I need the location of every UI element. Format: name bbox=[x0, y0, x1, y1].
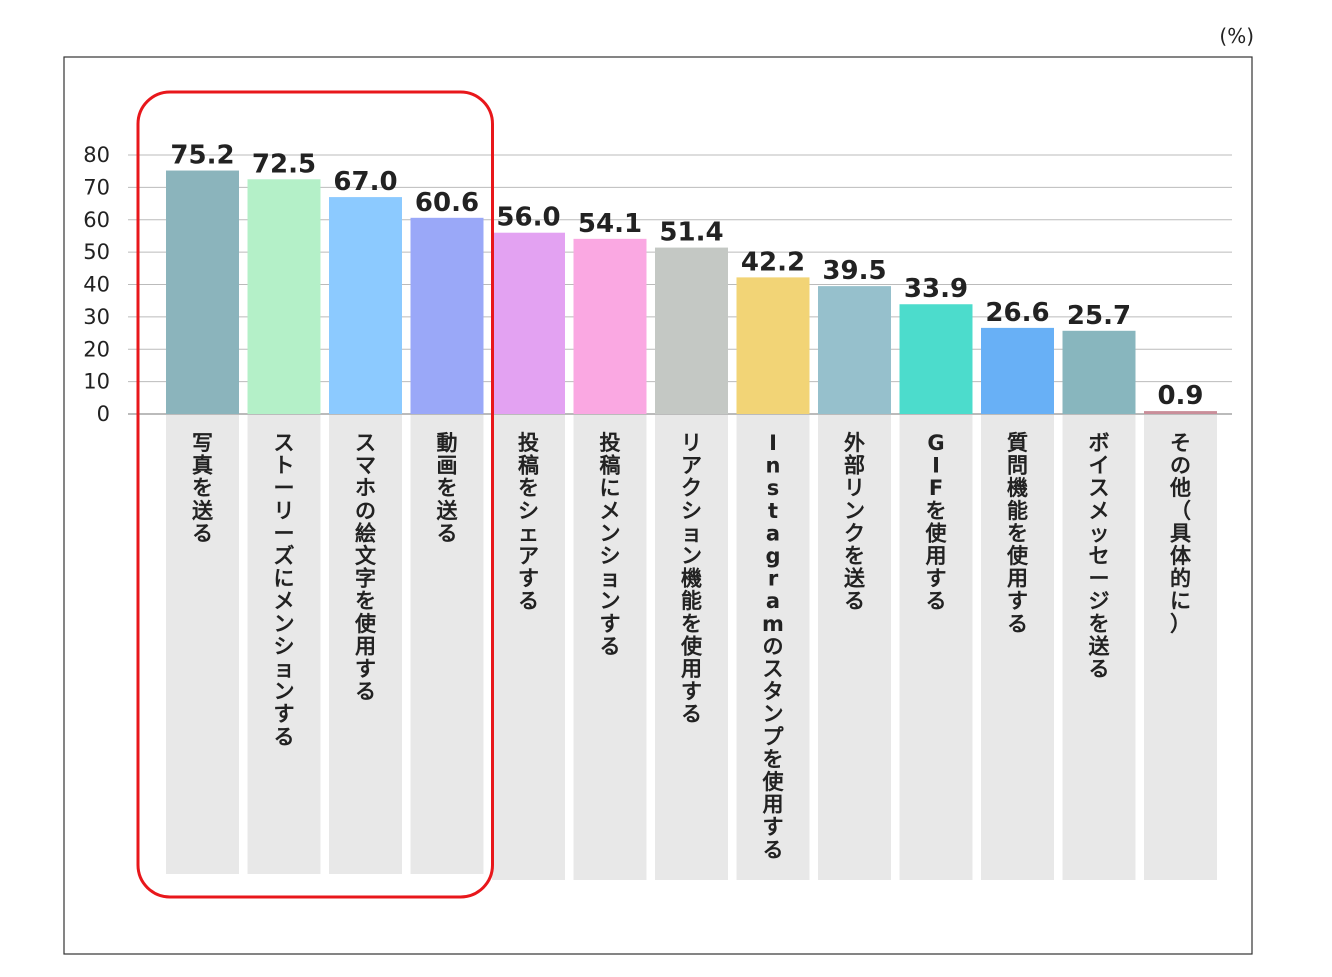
y-tick-label: 70 bbox=[83, 175, 110, 199]
bar bbox=[247, 179, 321, 414]
data-label: 60.6 bbox=[415, 188, 479, 218]
bar bbox=[1062, 330, 1136, 414]
bar bbox=[410, 217, 484, 414]
y-tick-label: 20 bbox=[83, 337, 110, 361]
data-label: 51.4 bbox=[659, 218, 723, 248]
category-label: スマホの絵文字を使用する bbox=[354, 431, 377, 704]
y-tick-label: 50 bbox=[83, 240, 110, 264]
category-label: その他（具体的に） bbox=[1169, 431, 1192, 636]
data-label: 33.9 bbox=[904, 274, 968, 304]
bar bbox=[166, 170, 239, 414]
category-label-bg bbox=[818, 415, 891, 880]
data-label: 39.5 bbox=[822, 256, 886, 286]
category-label: 写真を送る bbox=[192, 431, 214, 545]
category-label-bg bbox=[247, 415, 321, 874]
bar bbox=[818, 286, 891, 414]
y-tick-label: 60 bbox=[83, 208, 110, 232]
category-label: G I F を使用する bbox=[925, 431, 948, 613]
category-label-bg bbox=[981, 415, 1054, 880]
data-label: 25.7 bbox=[1067, 301, 1131, 331]
bar bbox=[981, 327, 1054, 414]
category-label-bg bbox=[410, 415, 484, 874]
y-tick-label: 40 bbox=[83, 273, 110, 297]
category-label: 外部リンクを送る bbox=[844, 431, 866, 613]
bar bbox=[1144, 411, 1217, 414]
category-label-bg bbox=[899, 415, 973, 880]
data-label: 67.0 bbox=[333, 167, 397, 197]
category-label: リアクション機能を使用する bbox=[680, 431, 703, 726]
category-label-bg bbox=[1144, 415, 1217, 880]
category-label-bg bbox=[329, 415, 402, 874]
category-label: 質問機能を使用する bbox=[1006, 431, 1029, 636]
bar bbox=[736, 277, 810, 414]
category-label-bg bbox=[736, 415, 810, 880]
data-label: 56.0 bbox=[496, 203, 560, 233]
y-tick-label: 0 bbox=[97, 402, 110, 426]
y-tick-label: 80 bbox=[83, 143, 110, 167]
bar bbox=[329, 197, 402, 414]
category-label-bg bbox=[655, 415, 728, 880]
category-label: ストーリーズにメンションする bbox=[274, 431, 295, 749]
category-label-bg bbox=[1062, 415, 1136, 880]
y-tick-label: 30 bbox=[83, 305, 110, 329]
unit-label: (%) bbox=[1219, 24, 1254, 48]
chart-frame bbox=[63, 56, 1253, 955]
data-label: 75.2 bbox=[170, 141, 234, 171]
data-label: 42.2 bbox=[741, 247, 805, 277]
category-label-bg bbox=[573, 415, 647, 880]
data-label: 54.1 bbox=[578, 209, 642, 239]
highlight-box bbox=[136, 90, 494, 899]
y-tick-label: 10 bbox=[83, 370, 110, 394]
category-label-bg bbox=[492, 415, 565, 880]
category-label: 動画を送る bbox=[437, 431, 459, 545]
bar bbox=[655, 247, 728, 414]
data-label: 72.5 bbox=[252, 149, 316, 179]
bar bbox=[573, 238, 647, 414]
data-label: 0.9 bbox=[1157, 381, 1203, 411]
data-label: 26.6 bbox=[985, 298, 1049, 328]
bar bbox=[899, 304, 973, 414]
category-label: ボイスメッセージを送る bbox=[1089, 431, 1111, 681]
category-label-bg bbox=[166, 415, 239, 874]
category-label: 投稿にメンションする bbox=[600, 431, 621, 658]
bar bbox=[492, 232, 565, 414]
category-label: 投稿をシェアする bbox=[518, 431, 539, 613]
